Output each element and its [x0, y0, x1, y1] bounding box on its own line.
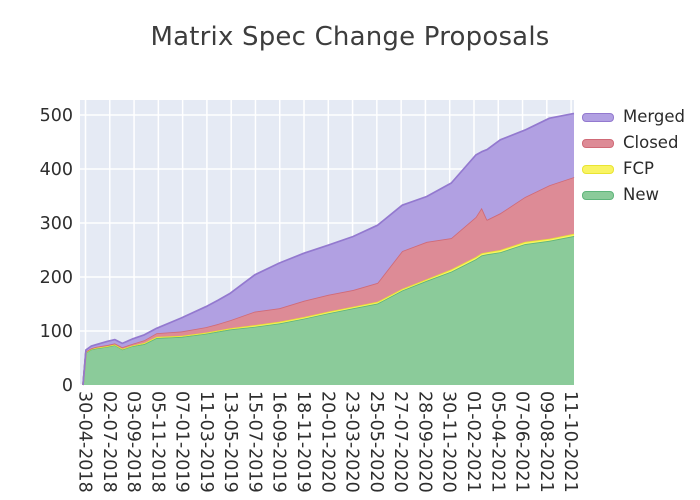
x-tick-label: 09-08-2021 — [536, 391, 556, 493]
chart-title: Matrix Spec Change Proposals — [150, 22, 550, 52]
x-tick-label: 11-10-2021 — [560, 391, 580, 493]
x-tick-label: 16-09-2019 — [269, 391, 289, 493]
legend-label: Merged — [623, 106, 685, 126]
x-tick-label: 18-11-2019 — [293, 391, 313, 493]
legend-item-new[interactable]: New — [582, 182, 685, 208]
x-tick-label: 01-02-2021 — [463, 391, 483, 493]
x-tick-label: 27-07-2020 — [390, 391, 410, 493]
x-tick-label: 11-03-2019 — [196, 391, 216, 493]
x-tick-label: 20-01-2020 — [317, 391, 337, 493]
legend-item-fcp[interactable]: FCP — [582, 156, 685, 182]
x-tick-label: 07-06-2021 — [512, 391, 532, 493]
x-tick-label: 30-04-2018 — [75, 391, 95, 493]
chart-legend: Merged Closed FCP New — [582, 104, 685, 208]
legend-label: Closed — [623, 132, 679, 152]
area-band-fcp[interactable] — [83, 233, 574, 385]
x-tick-label: 07-01-2019 — [172, 391, 192, 493]
x-tick-label: 23-03-2020 — [342, 391, 362, 493]
y-tick-label: 0 — [62, 376, 73, 396]
x-tick-label: 30-11-2020 — [439, 391, 459, 493]
x-axis-labels: 30-04-2018 02-07-2018 03-09-2018 05-11-2018… — [75, 391, 581, 493]
x-tick-label: 05-04-2021 — [487, 391, 507, 493]
legend-swatch-closed — [582, 138, 614, 148]
legend-swatch-fcp — [582, 164, 614, 174]
x-tick-label: 28-09-2020 — [414, 391, 434, 493]
x-tick-label: 13-05-2019 — [220, 391, 240, 493]
x-tick-label: 25-05-2020 — [366, 391, 386, 493]
x-tick-label: 02-07-2018 — [99, 391, 119, 493]
area-line-merged — [82, 112, 575, 386]
y-tick-label: 200 — [40, 268, 73, 288]
legend-item-merged[interactable]: Merged — [582, 104, 685, 130]
legend-item-closed[interactable]: Closed — [582, 130, 685, 156]
y-tick-label: 500 — [40, 106, 73, 126]
x-tick-label: 15-07-2019 — [245, 391, 265, 493]
x-tick-label: 03-09-2018 — [123, 391, 143, 493]
area-band-new[interactable] — [83, 236, 574, 385]
y-tick-label: 400 — [40, 160, 73, 180]
y-tick-label: 300 — [40, 214, 73, 234]
y-axis-labels: 0 100 200 300 400 500 — [40, 106, 73, 396]
area-band-merged[interactable] — [83, 113, 574, 386]
legend-label: New — [623, 184, 659, 204]
x-tick-label: 05-11-2018 — [147, 391, 167, 493]
legend-swatch-merged — [582, 112, 614, 122]
y-tick-label: 100 — [40, 322, 73, 342]
legend-label: FCP — [623, 158, 654, 178]
legend-swatch-new — [582, 190, 614, 200]
